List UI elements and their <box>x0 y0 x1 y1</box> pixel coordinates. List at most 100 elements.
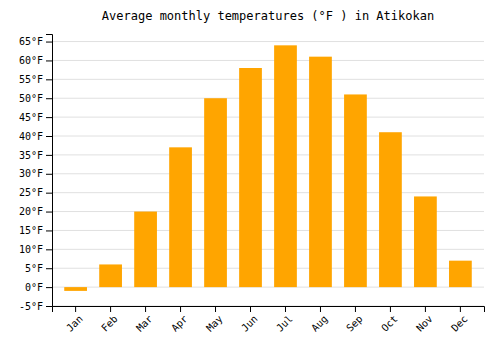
x-tick-label: May <box>204 313 225 334</box>
x-tick-label: Sep <box>344 313 365 334</box>
y-tick-label: 60°F <box>19 55 43 66</box>
grid-line <box>52 173 484 174</box>
grid-line <box>52 60 484 61</box>
grid-line <box>52 117 484 118</box>
y-tick-mark <box>46 249 52 250</box>
y-tick-mark <box>46 42 52 43</box>
x-tick-mark <box>460 306 461 312</box>
grid <box>52 42 484 306</box>
bar <box>414 196 437 287</box>
y-tick-mark <box>46 287 52 288</box>
y-tick-mark <box>46 193 52 194</box>
y-tick-mark <box>46 306 52 307</box>
x-tick-mark <box>320 306 321 312</box>
y-tick: -5°F <box>19 301 52 312</box>
grid-line <box>52 98 484 99</box>
x-axis-line <box>53 307 485 313</box>
x-tick: Mar <box>134 306 155 334</box>
x-tick-label: Aug <box>309 313 330 334</box>
y-tick: 55°F <box>19 74 52 85</box>
x-tick-label: Mar <box>134 313 155 334</box>
x-tick-mark <box>180 306 181 312</box>
y-tick: 30°F <box>19 168 52 179</box>
grid-line <box>52 79 484 80</box>
y-tick: 40°F <box>19 131 52 142</box>
grid-line <box>52 154 484 155</box>
bar <box>64 287 87 291</box>
x-tick-mark <box>215 306 216 312</box>
y-tick-mark <box>46 212 52 213</box>
y-tick: 0°F <box>25 282 52 293</box>
x-tick: Jun <box>239 306 260 334</box>
x-tick: May <box>204 306 225 334</box>
y-tick: 15°F <box>19 225 52 236</box>
x-tick: Dec <box>449 306 470 334</box>
y-tick-mark <box>46 136 52 137</box>
x-tick: Jan <box>64 306 85 334</box>
y-tick-label: 5°F <box>25 263 43 274</box>
y-tick-mark <box>46 155 52 156</box>
x-tick: Sep <box>344 306 365 334</box>
y-tick-mark <box>46 117 52 118</box>
y-tick-label: 20°F <box>19 206 43 217</box>
x-tick-mark <box>285 306 286 312</box>
y-tick: 60°F <box>19 55 52 66</box>
x-tick-label: Apr <box>169 313 190 334</box>
x-tick-mark <box>75 306 76 312</box>
x-tick-label: Dec <box>449 313 470 334</box>
grid-line <box>52 41 484 42</box>
y-tick-mark <box>46 174 52 175</box>
x-tick: Feb <box>99 306 120 334</box>
x-tick-mark <box>145 306 146 312</box>
y-tick-mark <box>46 60 52 61</box>
bar <box>344 94 367 287</box>
x-tick-mark <box>110 306 111 312</box>
x-tick: Aug <box>309 306 330 334</box>
x-tick-mark <box>250 306 251 312</box>
y-tick: 50°F <box>19 93 52 104</box>
bar <box>204 98 227 287</box>
y-tick-label: 45°F <box>19 112 43 123</box>
x-tick-label: Jun <box>239 313 260 334</box>
y-tick-label: 10°F <box>19 244 43 255</box>
x-tick-label: Jul <box>274 313 295 334</box>
y-tick-mark <box>46 230 52 231</box>
y-tick: 65°F <box>19 36 52 47</box>
x-tick-mark <box>425 306 426 312</box>
x-tick: Nov <box>414 306 435 334</box>
y-axis-line <box>46 35 53 307</box>
y-tick: 20°F <box>19 206 52 217</box>
y-tick-label: 15°F <box>19 225 43 236</box>
y-tick-label: 30°F <box>19 168 43 179</box>
bar <box>449 261 472 287</box>
x-tick-label: Oct <box>379 313 400 334</box>
y-tick-mark <box>46 79 52 80</box>
y-tick-mark <box>46 268 52 269</box>
grid-line <box>52 136 484 137</box>
x-tick-label: Feb <box>99 313 120 334</box>
y-tick: 5°F <box>25 263 52 274</box>
x-axis: Jan Feb Mar Apr May Jun Jul Aug Sep Oct Nov Dec <box>53 306 485 334</box>
x-tick-mark <box>390 306 391 312</box>
bars <box>64 45 472 291</box>
bar <box>99 264 122 287</box>
bar <box>309 57 332 287</box>
y-tick-label: 50°F <box>19 93 43 104</box>
y-tick: 45°F <box>19 112 52 123</box>
y-tick-label: 40°F <box>19 131 43 142</box>
y-tick: 10°F <box>19 244 52 255</box>
bar <box>379 132 402 287</box>
x-tick: Apr <box>169 306 190 334</box>
y-tick-label: 35°F <box>19 150 43 161</box>
title: Average monthly temperatures (°F ) in At… <box>102 9 434 23</box>
bar <box>134 212 157 288</box>
bar <box>169 147 192 287</box>
y-tick-label: 65°F <box>19 36 43 47</box>
x-tick-label: Nov <box>414 313 435 334</box>
x-tick: Oct <box>379 306 400 334</box>
y-axis: -5°F 0°F 5°F 10°F 15°F 20°F 25°F 30°F 35°F 40°F 45… <box>19 35 53 312</box>
bar <box>274 45 297 287</box>
x-tick: Jul <box>274 306 295 334</box>
x-tick-label: Jan <box>64 313 85 334</box>
y-tick-label: 25°F <box>19 187 43 198</box>
